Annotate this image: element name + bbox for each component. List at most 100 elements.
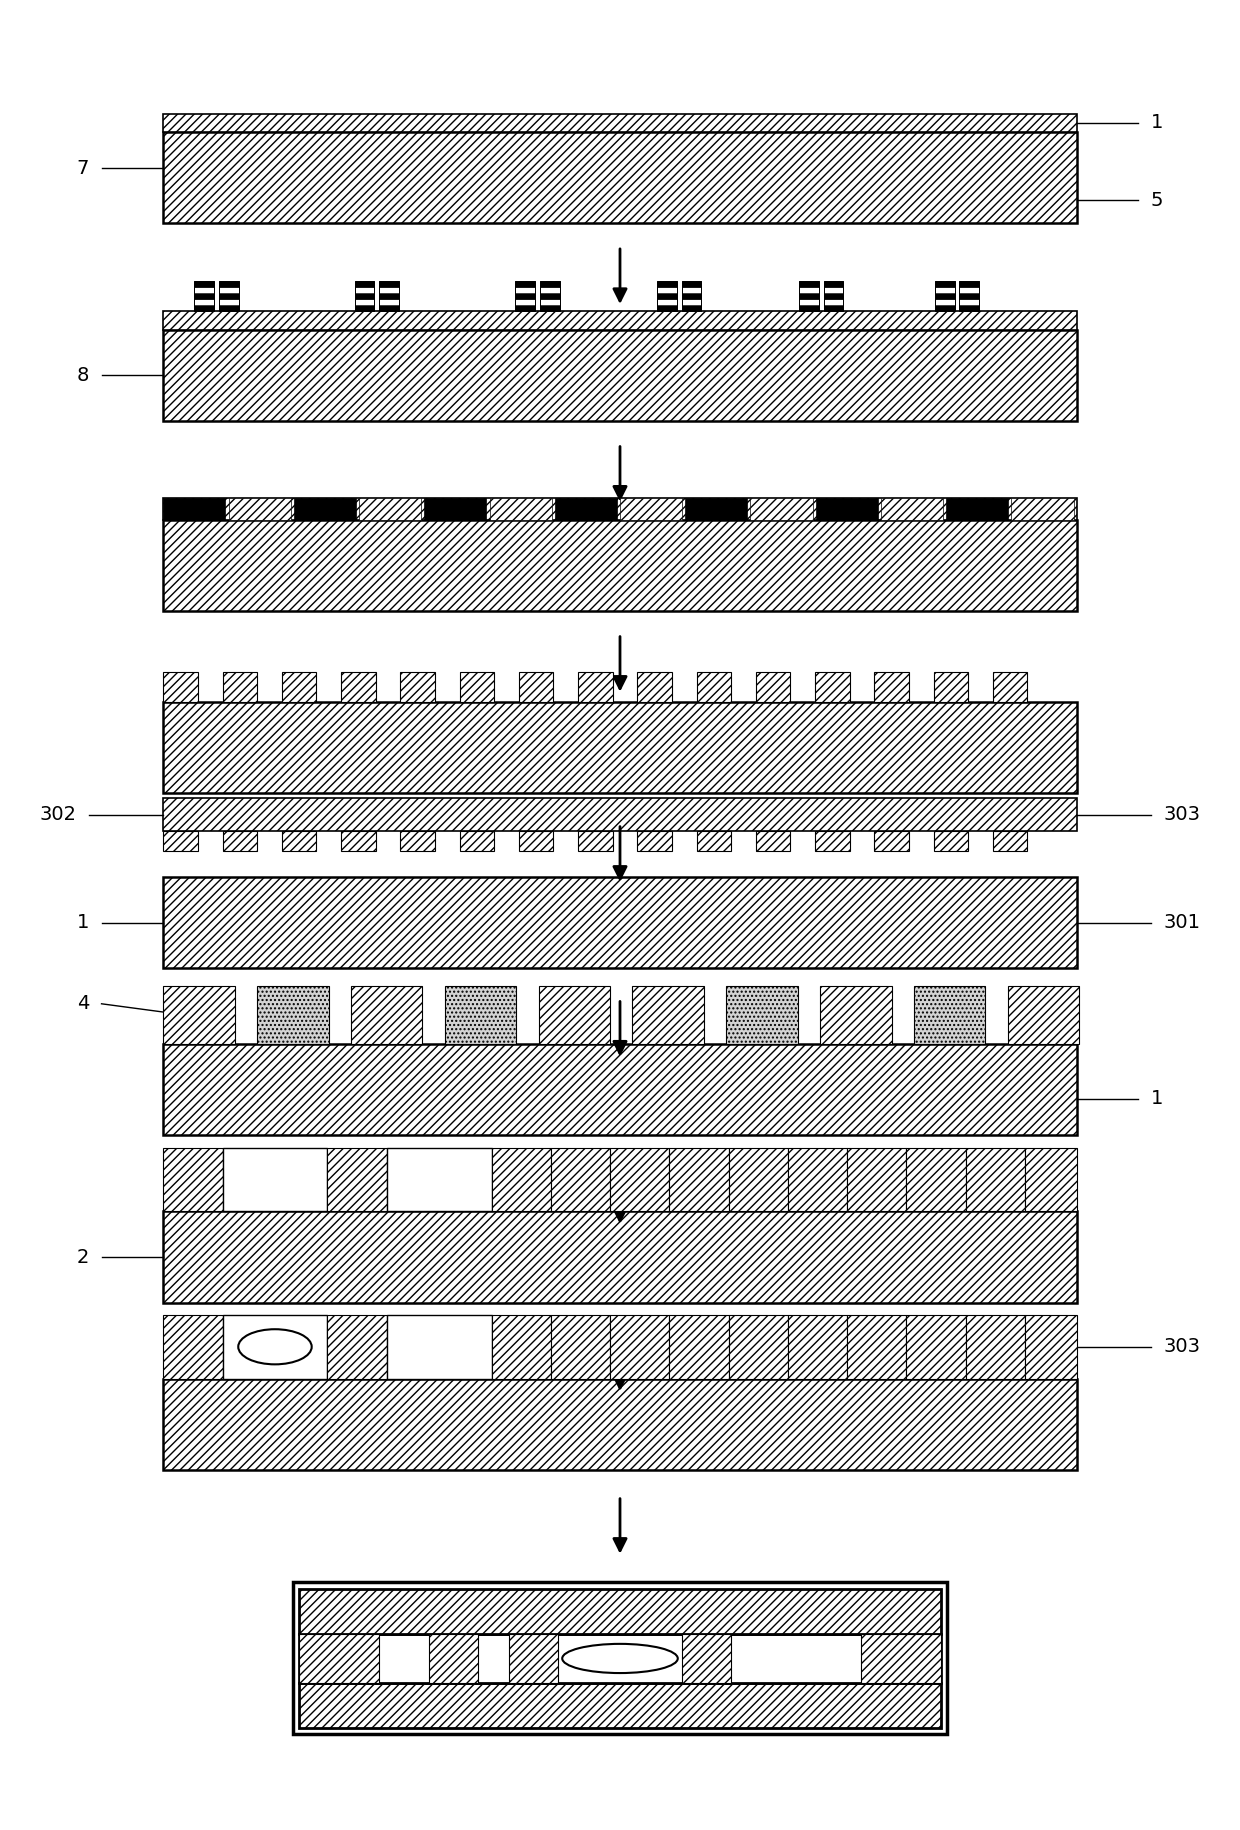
Bar	[820, 986, 892, 1045]
Bar	[539, 282, 559, 311]
Bar	[946, 498, 1008, 520]
Bar	[281, 831, 316, 851]
Bar	[823, 287, 843, 293]
Bar	[816, 498, 878, 520]
Bar	[218, 282, 238, 287]
Bar	[993, 672, 1028, 703]
Bar	[935, 293, 955, 300]
Bar	[670, 1316, 729, 1378]
Bar	[657, 293, 677, 300]
Bar	[935, 287, 955, 293]
Bar	[164, 1316, 222, 1378]
Bar	[164, 329, 1076, 421]
Text: 1: 1	[1151, 1089, 1163, 1109]
Bar	[799, 282, 818, 287]
Bar	[960, 282, 980, 287]
Bar	[993, 831, 1028, 851]
Bar	[341, 831, 376, 851]
Bar	[379, 282, 399, 287]
Bar	[551, 1316, 610, 1378]
Bar	[164, 672, 198, 703]
Text: 2: 2	[77, 1248, 89, 1266]
Bar	[515, 282, 534, 311]
Bar	[164, 798, 1076, 831]
Bar	[539, 287, 559, 293]
Bar	[518, 672, 553, 703]
Bar	[934, 831, 968, 851]
Bar	[682, 282, 702, 287]
Bar	[847, 1147, 906, 1211]
Bar	[682, 282, 702, 311]
Bar	[861, 1634, 941, 1684]
Bar	[164, 498, 226, 520]
Bar	[164, 1045, 1076, 1135]
Bar	[518, 831, 553, 851]
Bar	[379, 282, 399, 311]
Bar	[379, 293, 399, 300]
Bar	[195, 282, 213, 287]
Bar	[164, 986, 234, 1045]
Bar	[429, 1634, 479, 1684]
Bar	[218, 300, 238, 306]
Bar	[729, 1316, 787, 1378]
Bar	[823, 293, 843, 300]
Bar	[281, 672, 316, 703]
Bar	[682, 306, 702, 311]
Bar	[401, 672, 435, 703]
Bar	[218, 287, 238, 293]
Bar	[351, 986, 423, 1045]
Bar	[914, 986, 986, 1045]
Bar	[299, 1684, 941, 1728]
Bar	[799, 282, 818, 311]
Bar	[195, 282, 213, 311]
Bar	[164, 703, 1076, 794]
Bar	[195, 300, 213, 306]
Bar	[960, 306, 980, 311]
Bar	[935, 282, 955, 311]
Bar	[299, 1634, 379, 1684]
Bar	[539, 306, 559, 311]
Bar	[222, 672, 257, 703]
Bar	[906, 1147, 966, 1211]
Bar	[657, 282, 677, 287]
Bar	[960, 300, 980, 306]
Bar	[355, 293, 374, 300]
Bar	[966, 1147, 1025, 1211]
Bar	[697, 672, 732, 703]
Bar	[750, 498, 812, 520]
Text: 1: 1	[1151, 113, 1163, 132]
Text: 303: 303	[1163, 1338, 1200, 1356]
Bar	[164, 132, 1076, 223]
Text: 7: 7	[77, 159, 89, 178]
Bar	[554, 498, 616, 520]
Bar	[620, 498, 682, 520]
Ellipse shape	[238, 1329, 311, 1365]
Bar	[815, 672, 849, 703]
Bar	[727, 986, 797, 1045]
Bar	[299, 1588, 941, 1634]
Bar	[218, 282, 238, 311]
Bar	[799, 293, 818, 300]
Bar	[257, 986, 329, 1045]
Bar	[729, 1147, 787, 1211]
Bar	[756, 672, 790, 703]
Bar	[799, 306, 818, 311]
Bar	[578, 672, 613, 703]
Bar	[355, 282, 374, 311]
Bar	[222, 1147, 327, 1211]
Bar	[387, 1316, 491, 1378]
Bar	[657, 282, 677, 311]
Bar	[460, 831, 494, 851]
Text: 8: 8	[77, 366, 89, 384]
Bar	[682, 293, 702, 300]
Bar	[1025, 1147, 1076, 1211]
Bar	[515, 282, 534, 287]
Bar	[539, 282, 559, 287]
Text: 303: 303	[1163, 805, 1200, 824]
Bar	[637, 831, 672, 851]
Bar	[787, 1316, 847, 1378]
Bar	[682, 287, 702, 293]
Text: 5: 5	[1151, 190, 1163, 210]
Bar	[657, 287, 677, 293]
Bar	[299, 1634, 941, 1684]
